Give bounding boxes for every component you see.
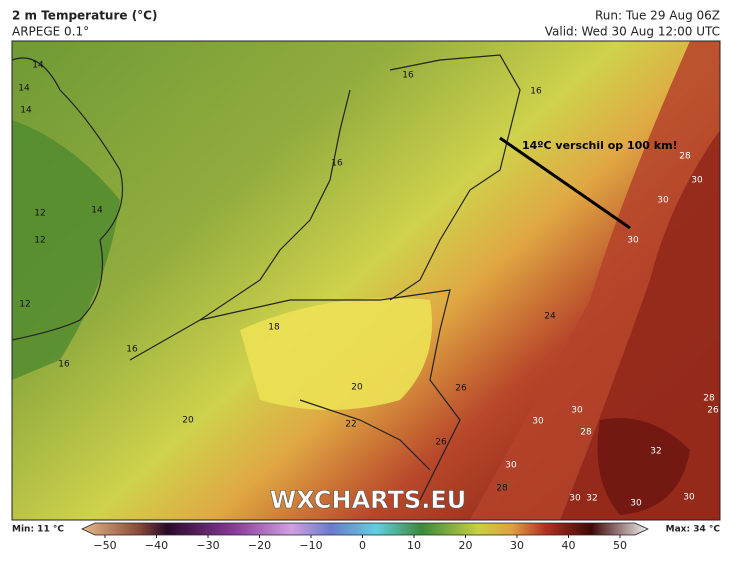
colorbar — [81, 522, 649, 536]
contour-label: 32 — [586, 494, 597, 504]
contour-label: 30 — [571, 406, 583, 416]
contour-label: 18 — [268, 323, 280, 333]
colorbar-tick-label: 20 — [459, 539, 473, 552]
contour-label: 30 — [505, 461, 517, 471]
annotation: 14ºC verschil op 100 km! — [522, 139, 678, 152]
contour-label: 12 — [19, 300, 30, 310]
contour-label: 26 — [435, 438, 447, 448]
colorbar-tick-label: 50 — [613, 539, 627, 552]
colorbar-tick-label: 30 — [510, 539, 524, 552]
contour-label: 14 — [91, 206, 103, 216]
contour-label: 14 — [20, 106, 32, 116]
contour-label: 28 — [580, 428, 592, 438]
contour-label: 30 — [657, 196, 669, 206]
contour-label: 30 — [532, 417, 544, 427]
contour-label: 16 — [126, 345, 138, 355]
colorbar-tick-label: 40 — [562, 539, 576, 552]
colorbar-tick-label: 10 — [407, 539, 421, 552]
colorbar-tick-label: 0 — [359, 539, 366, 552]
run-time: Run: Tue 29 Aug 06Z — [595, 9, 720, 23]
watermark: WXCHARTS.EU — [270, 486, 466, 514]
colorbar-tick-label: −50 — [93, 539, 116, 552]
map — [12, 41, 720, 520]
contour-label: 14 — [18, 84, 30, 94]
model: ARPEGE 0.1° — [12, 25, 89, 39]
contour-label: 32 — [650, 447, 661, 457]
contour-label: 28 — [703, 394, 715, 404]
contour-label: 14 — [32, 61, 44, 71]
colorbar-tick-label: −40 — [145, 539, 168, 552]
valid-time: Valid: Wed 30 Aug 12:00 UTC — [545, 25, 720, 39]
contour-label: 12 — [34, 209, 45, 219]
max-label: Max: 34 °C — [666, 525, 721, 535]
contour-label: 26 — [455, 384, 467, 394]
colorbar-tick-label: −20 — [248, 539, 271, 552]
contour-label: 24 — [544, 312, 556, 322]
contour-label: 30 — [627, 236, 639, 246]
contour-label: 28 — [496, 484, 508, 494]
contour-label: 16 — [331, 159, 343, 169]
contour-label: 30 — [683, 493, 695, 503]
colorbar-tick-label: −30 — [196, 539, 219, 552]
contour-label: 30 — [630, 499, 642, 509]
contour-label: 16 — [530, 87, 542, 97]
contour-label: 28 — [679, 152, 691, 162]
contour-label: 26 — [707, 406, 719, 416]
map-frame — [11, 40, 721, 521]
contour-label: 20 — [351, 383, 363, 393]
contour-label: 22 — [345, 420, 356, 430]
contour-label: 16 — [58, 360, 70, 370]
contour-label: 30 — [691, 176, 703, 186]
title: 2 m Temperature (°C) — [12, 9, 157, 23]
contour-label: 16 — [402, 71, 414, 81]
min-label: Min: 11 °C — [12, 525, 64, 535]
contour-label: 12 — [34, 236, 45, 246]
contour-label: 20 — [182, 416, 194, 426]
colorbar-tick-label: −10 — [299, 539, 322, 552]
contour-label: 30 — [569, 494, 581, 504]
annotation-line — [499, 136, 631, 230]
